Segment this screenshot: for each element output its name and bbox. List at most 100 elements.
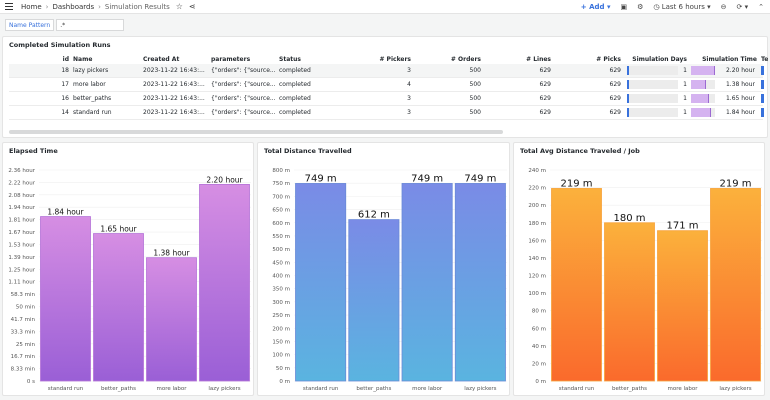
y-tick-label: 240 m bbox=[528, 168, 546, 174]
bar[interactable] bbox=[93, 233, 144, 382]
column-header[interactable]: # Lines bbox=[526, 55, 551, 63]
simtime-value: 2.20 hour bbox=[725, 67, 755, 74]
table-row[interactable]: 18 lazy pickers 2023-11-22 16:43:... {"orde… bbox=[9, 64, 764, 78]
cell-params: {"orders": {"source... bbox=[211, 95, 276, 102]
bar-value-label: 219 m bbox=[560, 178, 592, 189]
breadcrumb-home[interactable]: Home bbox=[21, 2, 42, 11]
y-tick-label: 500 m bbox=[272, 247, 290, 253]
bar[interactable] bbox=[710, 188, 761, 382]
cell-created: 2023-11-22 16:43:... bbox=[143, 81, 205, 88]
y-tick-label: 200 m bbox=[272, 326, 290, 332]
cell-simtime: 1.65 hour bbox=[689, 94, 759, 103]
share-icon[interactable]: ⋖ bbox=[188, 2, 196, 11]
y-tick-label: 8.33 min bbox=[11, 367, 36, 373]
breadcrumb-separator-icon: › bbox=[98, 2, 101, 11]
cell-days: 1 bbox=[623, 94, 689, 103]
bar[interactable] bbox=[551, 188, 602, 382]
y-tick-label: 700 m bbox=[272, 194, 290, 200]
x-tick-label: lazy pickers bbox=[719, 386, 751, 392]
time-picker[interactable]: ◷ Last 6 hours ▾ bbox=[653, 3, 711, 11]
bar-value-label: 612 m bbox=[358, 210, 390, 221]
column-header[interactable]: Simulation Days bbox=[632, 55, 687, 63]
column-header[interactable]: id bbox=[62, 55, 69, 63]
bar[interactable] bbox=[401, 183, 453, 382]
add-button[interactable]: + Add ▾ bbox=[580, 3, 611, 11]
cell-id: 18 bbox=[61, 67, 69, 74]
bar[interactable] bbox=[199, 183, 250, 382]
bar-value-label: 2.20 hour bbox=[206, 175, 243, 184]
y-tick-label: 200 m bbox=[528, 203, 546, 209]
column-header[interactable]: Simulation Time bbox=[702, 55, 757, 63]
gauge-fill bbox=[691, 108, 712, 117]
cell-name: lazy pickers bbox=[73, 67, 109, 74]
name-pattern-input[interactable]: .* bbox=[56, 19, 125, 31]
bar-value-label: 1.84 hour bbox=[47, 208, 84, 217]
bar[interactable] bbox=[454, 183, 506, 382]
y-tick-label: 800 m bbox=[272, 168, 290, 174]
bar-value-label: 749 m bbox=[464, 173, 496, 184]
bar[interactable] bbox=[604, 222, 655, 382]
cell-created: 2023-11-22 16:43:... bbox=[143, 95, 205, 102]
zoom-out-icon[interactable]: ⊖ bbox=[720, 3, 727, 11]
table-row[interactable]: 17 more labor 2023-11-22 16:43:... {"orders… bbox=[9, 78, 764, 92]
table-row[interactable]: 16 better_paths 2023-11-22 16:43:... {"orde… bbox=[9, 92, 764, 106]
settings-icon[interactable]: ⚙ bbox=[637, 3, 644, 11]
cell-simtime: 1.84 hour bbox=[689, 108, 759, 117]
y-tick-label: 1.25 hour bbox=[8, 267, 35, 273]
bar[interactable] bbox=[657, 230, 708, 382]
y-tick-label: 650 m bbox=[272, 208, 290, 214]
cell-status: completed bbox=[279, 81, 311, 88]
bar[interactable] bbox=[348, 219, 400, 382]
y-tick-label: 58.3 min bbox=[11, 292, 36, 298]
hamburger-menu-icon[interactable] bbox=[5, 3, 13, 10]
collapse-icon[interactable]: ⌃ bbox=[758, 3, 764, 11]
cell-params: {"orders": {"source... bbox=[211, 81, 276, 88]
bar[interactable] bbox=[295, 183, 347, 382]
column-header[interactable]: # Pickers bbox=[379, 55, 411, 63]
bar[interactable] bbox=[146, 257, 197, 382]
column-header[interactable]: Created At bbox=[143, 55, 180, 63]
cell-orders: 500 bbox=[469, 67, 481, 74]
days-gauge bbox=[627, 94, 679, 103]
cell-te bbox=[759, 80, 769, 89]
star-icon[interactable]: ☆ bbox=[175, 2, 183, 11]
y-tick-label: 750 m bbox=[272, 181, 290, 187]
cell-orders: 500 bbox=[469, 95, 481, 102]
gauge-fill bbox=[761, 66, 764, 75]
variables-bar: Name Pattern .* bbox=[0, 14, 770, 36]
column-header[interactable]: Name bbox=[73, 55, 93, 63]
elapsed-time-panel: Elapsed Time 0 s 8.33 min 16.7 min 25 min 33… bbox=[2, 142, 254, 396]
refresh-icon[interactable]: ⟳ ▾ bbox=[736, 3, 749, 11]
cell-id: 14 bbox=[61, 109, 69, 116]
table-row[interactable]: 14 standard run 2023-11-22 16:43:... {"orde… bbox=[9, 106, 764, 120]
column-header[interactable]: # Picks bbox=[596, 55, 621, 63]
y-tick-label: 41.7 min bbox=[11, 317, 36, 323]
cell-simtime: 2.20 hour bbox=[689, 66, 759, 75]
cell-pickers: 3 bbox=[407, 109, 411, 116]
bar[interactable] bbox=[40, 216, 91, 382]
simtime-value: 1.65 hour bbox=[725, 95, 755, 102]
column-header[interactable]: Te bbox=[761, 55, 769, 63]
breadcrumb-current: Simulation Results bbox=[104, 2, 170, 11]
column-header[interactable]: # Orders bbox=[450, 55, 481, 63]
y-tick-label: 300 m bbox=[272, 300, 290, 306]
cell-name: more labor bbox=[73, 81, 106, 88]
column-header[interactable]: Status bbox=[279, 55, 301, 63]
bar-value-label: 219 m bbox=[719, 178, 751, 189]
horizontal-scrollbar[interactable] bbox=[9, 130, 503, 134]
top-navbar: Home › Dashboards › Simulation Results ☆… bbox=[0, 0, 770, 14]
breadcrumb-dashboards[interactable]: Dashboards bbox=[52, 2, 95, 11]
y-tick-label: 150 m bbox=[272, 339, 290, 345]
column-header[interactable]: parameters bbox=[211, 55, 251, 63]
y-tick-label: 25 min bbox=[16, 342, 36, 348]
y-tick-label: 2.36 hour bbox=[8, 168, 35, 174]
save-icon[interactable]: ▣ bbox=[620, 3, 628, 11]
days-gauge bbox=[627, 66, 679, 75]
y-tick-label: 550 m bbox=[272, 234, 290, 240]
cell-lines: 629 bbox=[539, 67, 551, 74]
gauge-fill bbox=[627, 66, 629, 75]
panel-title: Total Distance Travelled bbox=[264, 147, 352, 155]
y-tick-label: 100 m bbox=[528, 291, 546, 297]
y-tick-label: 220 m bbox=[528, 186, 546, 192]
elapsed-time-chart: 0 s 8.33 min 16.7 min 25 min 33.3 min 41.7 mi… bbox=[8, 168, 251, 392]
